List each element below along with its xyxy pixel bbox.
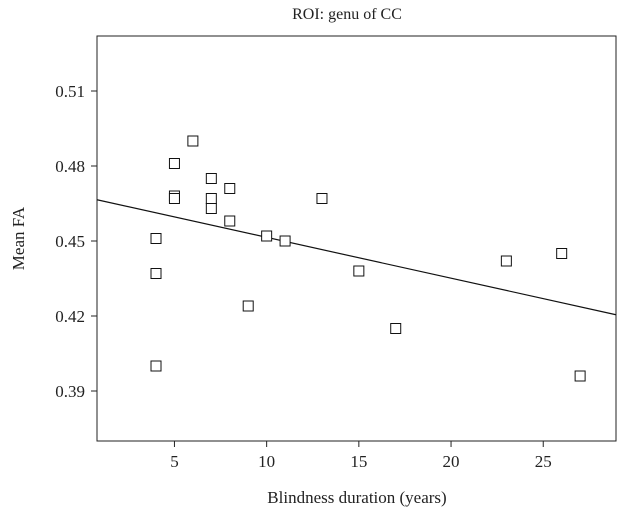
data-point (261, 230, 273, 242)
data-point (556, 248, 568, 259)
data-point (205, 203, 217, 214)
x-tick-label: 5 (170, 452, 179, 471)
chart-title: ROI: genu of CC (292, 6, 402, 23)
data-point (150, 233, 162, 244)
y-axis-ticks: 0.39 0.42 0.45 0.48 0.51 (55, 82, 97, 401)
data-point (353, 265, 365, 277)
data-point (316, 193, 328, 204)
data-point (279, 235, 291, 247)
x-tick-label: 10 (258, 452, 275, 471)
data-point (168, 158, 180, 169)
data-point (205, 173, 217, 184)
data-points (150, 135, 586, 382)
y-tick-label: 0.45 (55, 232, 85, 251)
data-point (242, 300, 254, 312)
x-tick-label: 20 (443, 452, 460, 471)
y-tick-label: 0.51 (55, 82, 85, 101)
x-axis-title: Blindness duration (years) (267, 488, 446, 507)
data-point (390, 323, 402, 334)
y-tick-label: 0.48 (55, 157, 85, 176)
data-point (224, 183, 236, 194)
y-axis-title: Mean FA (9, 206, 28, 270)
x-tick-label: 15 (350, 452, 367, 471)
data-point (150, 268, 162, 279)
data-point (574, 370, 586, 382)
data-point (168, 193, 180, 204)
data-point (187, 135, 199, 147)
data-point (224, 215, 236, 227)
regression-line (96, 199, 617, 316)
x-tick-label: 25 (535, 452, 552, 471)
x-axis-ticks: 5 10 15 20 25 (170, 441, 552, 471)
y-tick-label: 0.42 (55, 307, 85, 326)
data-point (500, 255, 512, 267)
data-point (150, 360, 162, 372)
plot-area-frame (96, 35, 617, 442)
data-point (205, 193, 217, 204)
y-tick-label: 0.39 (55, 382, 85, 401)
